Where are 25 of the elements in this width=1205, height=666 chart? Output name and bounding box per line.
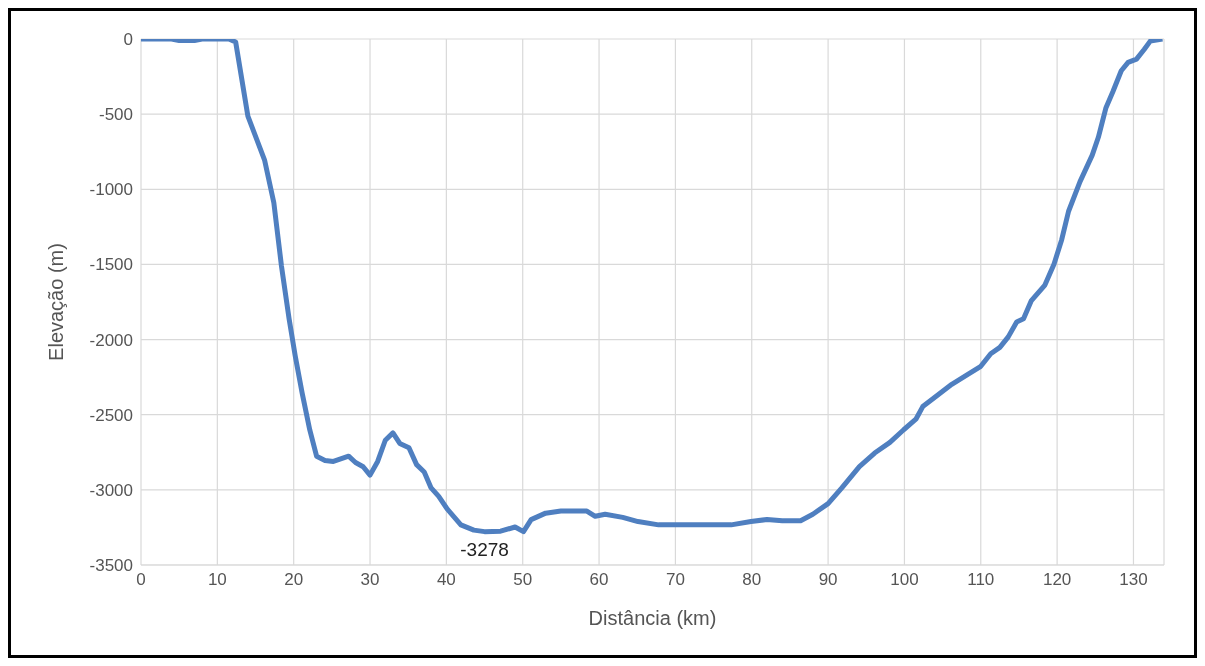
x-tick-label: 40 bbox=[436, 570, 456, 590]
x-tick-label: 100 bbox=[890, 570, 919, 590]
x-tick-label: 90 bbox=[818, 570, 838, 590]
x-tick-label: 120 bbox=[1042, 570, 1072, 590]
y-tick-label: -1000 bbox=[89, 180, 133, 200]
y-tick-label: -500 bbox=[98, 105, 133, 125]
x-tick-label: 50 bbox=[513, 570, 533, 590]
y-tick-label: -2500 bbox=[89, 405, 133, 425]
x-tick-label: 30 bbox=[360, 570, 380, 590]
y-tick-label: -3500 bbox=[89, 556, 133, 576]
y-tick-label: -3000 bbox=[89, 480, 133, 500]
y-tick-label: 0 bbox=[123, 30, 133, 50]
x-tick-label: 130 bbox=[1119, 570, 1148, 590]
y-tick-label: -1500 bbox=[89, 255, 133, 275]
x-tick-label: 20 bbox=[284, 570, 304, 590]
x-tick-label: 60 bbox=[589, 570, 609, 590]
x-tick-label: 70 bbox=[665, 570, 685, 590]
x-axis-title: Distância (km) bbox=[588, 607, 717, 629]
x-tick-label: 10 bbox=[207, 570, 227, 590]
x-tick-label: 80 bbox=[742, 570, 762, 590]
x-tick-label: 110 bbox=[967, 570, 995, 590]
y-tick-label: -2000 bbox=[89, 330, 133, 350]
y-axis-title: Elevação (m) bbox=[45, 243, 68, 361]
x-tick-label: 0 bbox=[136, 570, 146, 590]
annotation: -3278 bbox=[460, 539, 509, 561]
